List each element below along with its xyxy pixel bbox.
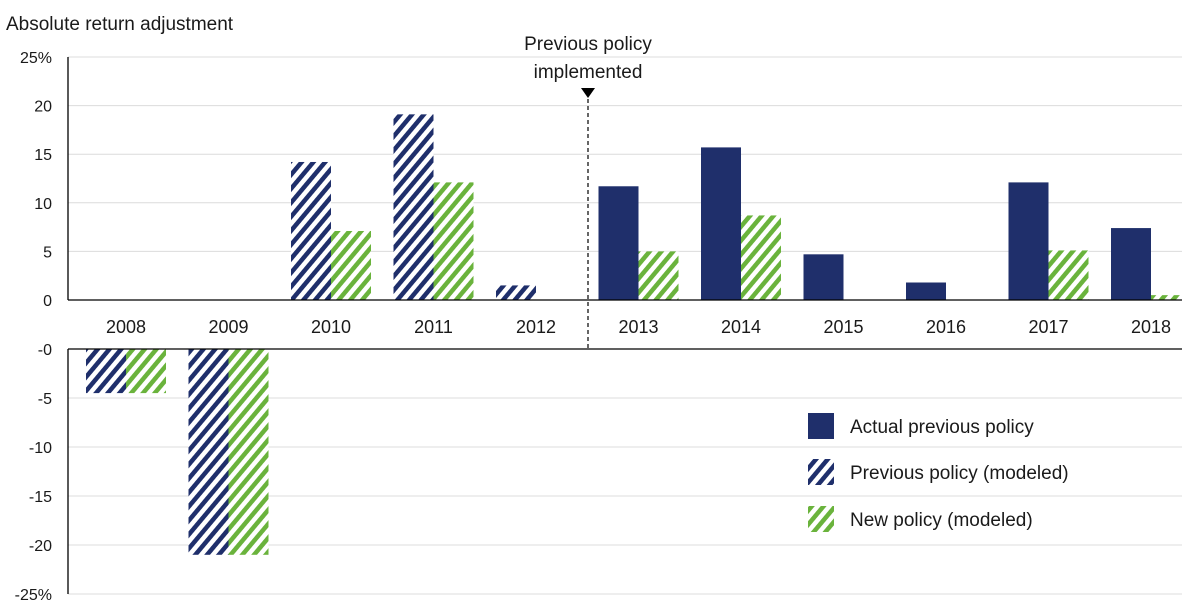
bar-actual-previous-policy (701, 147, 741, 300)
y-tick-label-negative: -0 (38, 342, 52, 359)
y-tick-label-positive: 25% (20, 50, 52, 67)
bar-previous-policy-modeled (393, 114, 434, 301)
bar-previous-policy-modeled (86, 349, 126, 394)
y-tick-label-positive: 5 (43, 244, 52, 261)
bar-new-policy-modeled (433, 182, 474, 300)
y-tick-label-negative: -5 (38, 391, 52, 408)
bar-actual-previous-policy (598, 186, 639, 300)
bar-new-policy-modeled (126, 349, 166, 394)
bar-new-policy-modeled (331, 230, 371, 300)
bar-actual-previous-policy (803, 254, 844, 300)
bar-actual-previous-policy (1111, 228, 1151, 300)
x-tick-label: 2009 (208, 317, 248, 337)
y-tick-label-negative: -20 (29, 538, 52, 555)
y-tick-label-negative: -15 (29, 489, 52, 506)
legend-swatch-new-modeled (808, 506, 834, 532)
bar-previous-policy-modeled (188, 349, 229, 555)
x-tick-label: 2015 (823, 317, 863, 337)
bars (86, 114, 1182, 555)
x-tick-label: 2012 (516, 317, 556, 337)
bar-new-policy-modeled (1048, 250, 1089, 300)
bar-previous-policy-modeled (496, 285, 536, 300)
bar-new-policy-modeled (1151, 295, 1182, 300)
x-tick-label: 2014 (721, 317, 761, 337)
y-tick-label-negative: -10 (29, 440, 52, 457)
policy-marker-icon (581, 88, 595, 98)
x-tick-label: 2016 (926, 317, 966, 337)
policy-annotation: Previous policy implemented (524, 34, 652, 348)
y-tick-label-negative: -25% (15, 587, 52, 602)
x-tick-label: 2013 (618, 317, 658, 337)
legend-label-new-modeled: New policy (modeled) (850, 510, 1033, 531)
x-tick-label: 2018 (1131, 317, 1171, 337)
legend-swatch-previous-modeled (808, 459, 834, 485)
bar-new-policy-modeled (638, 251, 679, 300)
y-tick-label-positive: 0 (43, 293, 52, 310)
bar-new-policy-modeled (228, 349, 269, 555)
annotation-line2: implemented (534, 62, 643, 83)
y-tick-label-positive: 10 (34, 196, 52, 213)
x-tick-label: 2010 (311, 317, 351, 337)
bar-actual-previous-policy (906, 282, 946, 300)
axes (67, 57, 1182, 594)
bar-actual-previous-policy (1008, 182, 1049, 300)
x-tick-label: 2017 (1028, 317, 1068, 337)
legend: Actual previous policy Previous policy (… (808, 413, 1069, 532)
legend-label-previous-modeled: Previous policy (modeled) (850, 463, 1069, 484)
y-tick-label-positive: 20 (34, 99, 52, 116)
y-tick-label-positive: 15 (34, 147, 52, 164)
chart-title: Absolute return adjustment (6, 14, 234, 35)
bar-previous-policy-modeled (291, 161, 331, 300)
legend-swatch-actual (808, 413, 834, 439)
bar-new-policy-modeled (741, 215, 781, 300)
x-tick-label: 2008 (106, 317, 146, 337)
legend-label-actual: Actual previous policy (850, 417, 1034, 438)
annotation-line1: Previous policy (524, 34, 652, 55)
x-tick-label: 2011 (414, 317, 453, 337)
